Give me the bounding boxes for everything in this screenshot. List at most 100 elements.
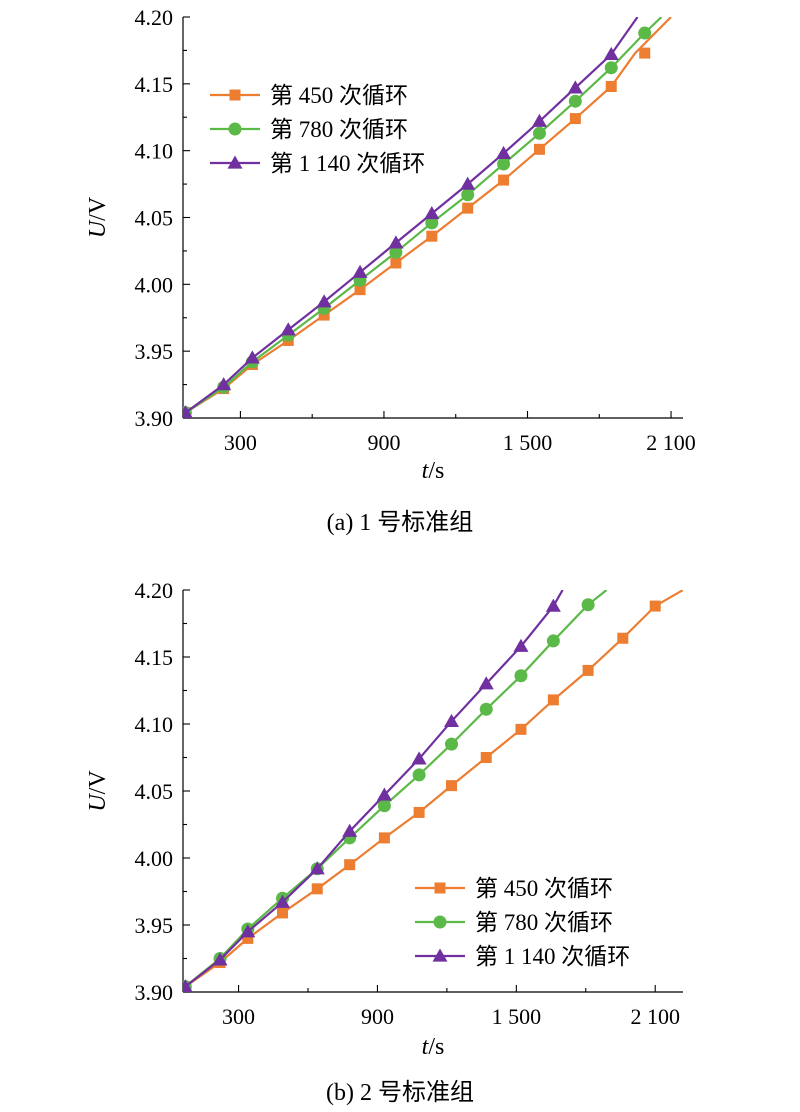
series-2-point (478, 676, 494, 690)
legend-label: 第 450 次循环 (475, 876, 613, 901)
y-tick-label: 4.10 (135, 139, 174, 164)
series-2-point (316, 294, 332, 308)
y-tick-label: 4.00 (135, 846, 174, 871)
series-0-point (354, 284, 366, 296)
y-tick-label: 3.90 (135, 980, 174, 1005)
series-2-point (244, 350, 260, 364)
series-0-point (311, 883, 323, 895)
y-tick-label: 4.10 (135, 712, 174, 737)
legend-marker (229, 89, 241, 101)
legend-label: 第 780 次循环 (270, 117, 408, 142)
series-2-point (496, 145, 512, 159)
legend-label: 第 1 140 次循环 (270, 151, 425, 176)
series-line-1 (184, 590, 608, 988)
x-tick-label: 900 (361, 1004, 394, 1029)
series-0-point (498, 174, 510, 186)
legend-label: 第 450 次循环 (270, 83, 408, 108)
series-0-point (533, 143, 545, 155)
series-1-point (377, 799, 391, 813)
series-2-point (424, 205, 440, 220)
series-1-point (412, 768, 426, 782)
x-tick-label: 1 500 (492, 1004, 542, 1029)
y-tick-label: 4.05 (135, 779, 174, 804)
y-tick-label: 4.15 (135, 72, 174, 97)
y-tick-label: 4.15 (135, 645, 174, 670)
series-0-point (639, 47, 651, 59)
series-0-point (390, 257, 402, 269)
x-tick-label: 300 (224, 430, 257, 455)
legend-marker (227, 155, 243, 169)
series-2-point (603, 46, 619, 61)
series-2-point (388, 235, 404, 249)
series-2-point (309, 861, 325, 875)
series-2-point (212, 952, 228, 966)
series-1-point (389, 245, 403, 259)
legend-marker (433, 915, 447, 929)
series-0-point (426, 230, 438, 242)
series-1-point (604, 61, 618, 75)
series-2-point (531, 113, 547, 127)
series-1-point (497, 157, 511, 171)
plot-area (183, 590, 683, 992)
series-1-point (568, 94, 582, 108)
y-tick-label: 4.05 (135, 206, 174, 231)
series-2-point (352, 264, 368, 278)
chart-a: 3.90 3.95 4.00 4.05 4.10 4.15 4.20 300 900 1 500 2… (85, 5, 696, 536)
y-tick-label: 4.20 (135, 578, 174, 603)
series-2-point (183, 979, 193, 992)
x-tick-label: 900 (367, 430, 400, 455)
series-2-point (411, 751, 427, 765)
series-0-point (582, 664, 594, 676)
legend-marker (432, 948, 448, 962)
plot-area (183, 17, 672, 418)
series-2-point (216, 377, 232, 391)
series-0-point (413, 806, 425, 818)
chart-caption: (b) 2 号标准组 (326, 1079, 474, 1106)
series-0-point (515, 723, 527, 735)
series-1-point (514, 669, 528, 683)
series-line-0 (184, 590, 683, 988)
y-tick-label: 3.90 (135, 406, 174, 431)
series-0-point (462, 202, 474, 214)
series-0-point (242, 932, 254, 944)
series-2-point (342, 823, 358, 837)
y-tick-label: 3.95 (135, 913, 174, 938)
series-2-point (567, 80, 583, 94)
series-2-point (280, 322, 296, 336)
series-1-point (581, 598, 595, 612)
x-axis-label: t/s (422, 1034, 445, 1060)
series-1-point (532, 126, 546, 140)
series-1-point (425, 216, 439, 230)
chart-b: 3.90 3.95 4.00 4.05 4.10 4.15 4.20 300 900 1 500 2… (85, 578, 683, 1106)
series-2-point (460, 176, 476, 190)
series-0-point (344, 859, 356, 871)
series-2-point (545, 598, 561, 612)
legend-label: 第 1 140 次循环 (475, 944, 630, 969)
series-1-point (546, 634, 560, 648)
series-0-point (378, 832, 390, 844)
x-axis-label: t/s (422, 458, 445, 484)
series-2-point (240, 924, 256, 938)
series-0-point (605, 81, 617, 93)
series-0-point (318, 309, 330, 321)
series-0-point (277, 907, 289, 919)
y-axis-label: U/V (85, 770, 111, 812)
series-0-point (617, 632, 629, 644)
series-1-point (479, 702, 493, 716)
series-0-point (649, 600, 661, 612)
x-tick-label: 1 500 (503, 430, 553, 455)
series-2-point (513, 638, 529, 652)
series-2-point (444, 713, 460, 727)
y-tick-label: 3.95 (135, 339, 174, 364)
x-tick-label: 2 100 (646, 430, 696, 455)
chart-caption: (a) 1 号标准组 (327, 509, 474, 536)
series-1-point (638, 26, 652, 40)
series-2-point (275, 894, 291, 908)
legend-label: 第 780 次循环 (475, 910, 613, 935)
x-tick-label: 2 100 (630, 1004, 680, 1029)
series-2-point (376, 787, 392, 801)
y-axis-label: U/V (85, 196, 111, 238)
